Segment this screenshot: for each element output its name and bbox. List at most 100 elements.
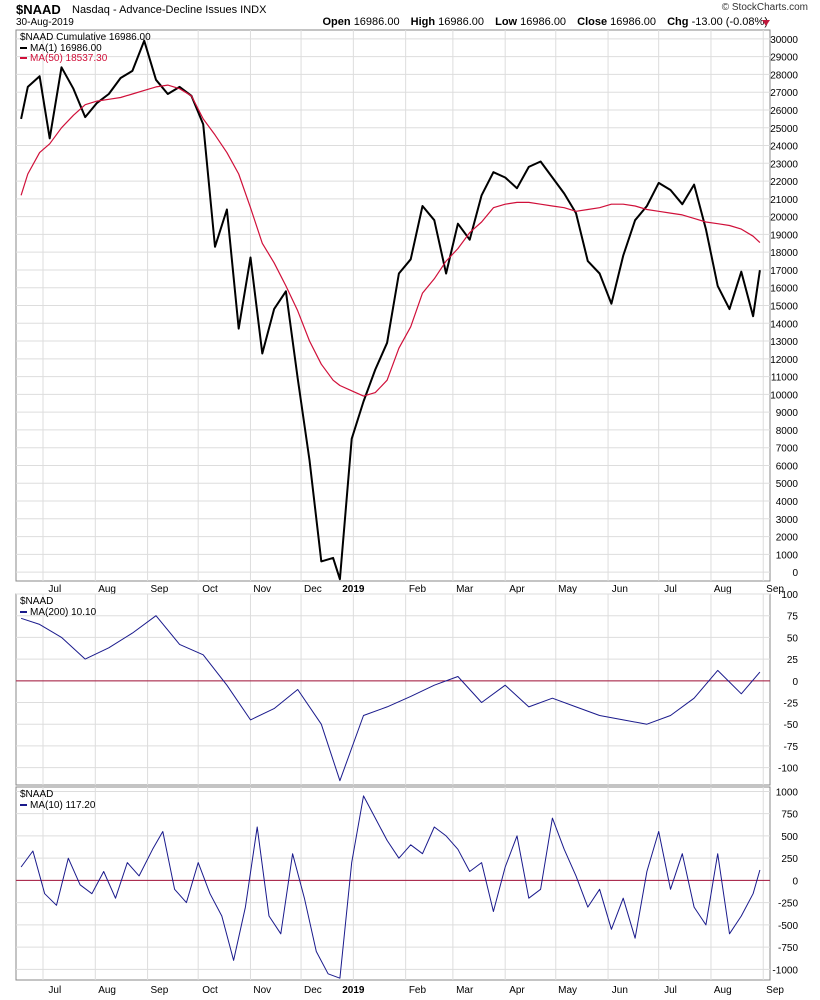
x-tick-label: Nov [253, 584, 271, 595]
y-tick-label: 25 [787, 655, 799, 666]
x-tick-label: Apr [509, 584, 525, 595]
series-line-1 [20, 615, 761, 782]
chart-panel-1: 0 1000 2000 3000 4000 5000 6000 7000 8000 9000 100… [15, 29, 799, 595]
x-tick-label: Aug [98, 584, 116, 595]
y-tick-label: 30000 [770, 35, 798, 46]
low-label: Low [495, 16, 518, 28]
y-tick-label: 15000 [770, 302, 798, 313]
x-tick-label: Mar [456, 584, 474, 595]
legend-series-label: MA(50) 18537.30 [30, 53, 108, 64]
y-tick-label: 22000 [770, 177, 798, 188]
y-tick-label: 3000 [776, 515, 799, 526]
y-tick-label: -25 [784, 699, 799, 710]
y-tick-label: 11000 [771, 373, 799, 384]
y-tick-label: 27000 [770, 88, 798, 99]
series-line-1 [20, 39, 761, 581]
y-tick-label: 10000 [770, 390, 798, 401]
high-label: High [410, 16, 436, 28]
y-tick-label: 0 [792, 876, 798, 887]
y-tick-label: 19000 [770, 230, 798, 241]
x-tick-label: Sep [766, 985, 784, 996]
x-tick-label: Mar [456, 985, 474, 996]
x-tick-label: Jun [612, 584, 628, 595]
x-tick-label: Jul [48, 584, 61, 595]
y-tick-label: 100 [781, 590, 798, 601]
y-tick-label: -250 [778, 899, 798, 910]
open-label: Open [322, 16, 351, 28]
x-tick-label: Aug [714, 584, 732, 595]
y-tick-label: 8000 [776, 426, 799, 437]
y-tick-label: -75 [784, 742, 799, 753]
x-tick-label: Sep [150, 584, 168, 595]
y-tick-label: 7000 [776, 444, 799, 455]
y-tick-label: 12000 [770, 355, 798, 366]
low-value: 16986.00 [520, 16, 567, 28]
high-value: 16986.00 [438, 16, 485, 28]
y-tick-label: 26000 [770, 106, 798, 117]
y-tick-label: -750 [778, 943, 798, 954]
legend-title: $NAAD [20, 596, 53, 607]
x-tick-label: Jun [612, 985, 628, 996]
x-tick-label: Aug [98, 985, 116, 996]
y-tick-label: 4000 [776, 497, 799, 508]
y-tick-label: 18000 [770, 248, 798, 259]
y-tick-label: 750 [781, 810, 798, 821]
chart-date: 30-Aug-2019 [16, 17, 74, 28]
x-tick-label: May [558, 985, 577, 996]
symbol-title: $NAAD [16, 2, 61, 17]
y-tick-label: 13000 [770, 337, 798, 348]
open-value: 16986.00 [353, 16, 400, 28]
legend-series-label: MA(200) 10.10 [30, 607, 97, 618]
y-tick-label: 28000 [770, 70, 798, 81]
y-tick-label: -50 [784, 720, 799, 731]
chart-header: $NAAD Nasdaq - Advance-Decline Issues IN… [0, 0, 820, 30]
x-tick-label: Jul [664, 985, 677, 996]
x-tick-label: Nov [253, 985, 271, 996]
x-tick-label: Dec [304, 985, 322, 996]
y-tick-label: 50 [787, 633, 799, 644]
y-tick-label: 25000 [770, 124, 798, 135]
description-text: Nasdaq - Advance-Decline Issues [72, 4, 238, 16]
y-tick-label: 5000 [776, 479, 799, 490]
y-tick-label: -1000 [772, 965, 798, 976]
quote-summary: Open 16986.00 High 16986.00 Low 16986.00… [323, 16, 769, 28]
chg-label: Chg [667, 16, 689, 28]
x-tick-label: Apr [509, 985, 525, 996]
x-tick-label: Feb [409, 985, 427, 996]
x-tick-label: May [558, 584, 577, 595]
panel-frame [15, 593, 771, 786]
x-tick-label: Oct [202, 985, 218, 996]
legend-title: $NAAD Cumulative 16986.00 [20, 32, 151, 43]
x-tick-label: Sep [766, 584, 784, 595]
x-tick-label: 2019 [342, 584, 365, 595]
close-label: Close [577, 16, 608, 28]
y-tick-label: 75 [787, 612, 799, 623]
brand-watermark: © StockCharts.com [721, 2, 808, 13]
y-tick-label: 6000 [776, 461, 799, 472]
x-tick-label: Jul [48, 985, 61, 996]
y-tick-label: 9000 [776, 408, 799, 419]
x-tick-label: Dec [304, 584, 322, 595]
y-tick-label: 20000 [770, 213, 798, 224]
y-tick-label: 250 [781, 854, 798, 865]
close-value: 16986.00 [610, 16, 657, 28]
x-tick-label: 2019 [342, 985, 365, 996]
y-tick-label: 16000 [770, 284, 798, 295]
legend-title: $NAAD [20, 789, 53, 800]
chg-value: -13.00 (-0.08%) [691, 16, 768, 28]
y-tick-label: 14000 [770, 319, 798, 330]
chart-panel-3: -1000 -750 -500 -250 0 250 500 750 1000 $NAADMA(1… [15, 786, 798, 996]
x-tick-label: Oct [202, 584, 218, 595]
y-tick-label: 0 [792, 568, 798, 579]
y-tick-label: 21000 [770, 195, 798, 206]
series-line-2 [20, 84, 761, 397]
legend-series-label: MA(1) 16986.00 [30, 43, 102, 54]
legend-series-label: MA(10) 117.20 [30, 800, 96, 811]
x-tick-label: Jul [664, 584, 677, 595]
panel-frame [15, 786, 771, 981]
x-tick-label: Aug [714, 985, 732, 996]
down-triangle-icon [762, 20, 770, 26]
y-tick-label: 2000 [776, 533, 799, 544]
